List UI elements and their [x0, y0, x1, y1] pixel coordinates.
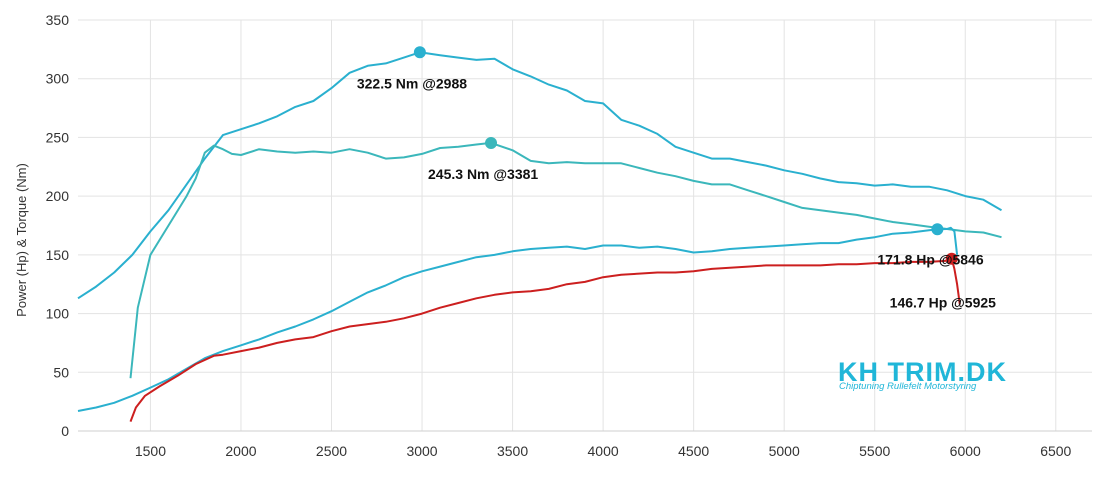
peak-marker [485, 136, 498, 149]
peak-marker [413, 46, 426, 59]
y-axis-label: Power (Hp) & Torque (Nm) [14, 163, 29, 317]
x-tick-label: 6000 [950, 443, 981, 459]
y-tick-label: 250 [46, 129, 70, 145]
x-tick-label: 6500 [1040, 443, 1071, 459]
series-line-power-tuned [77, 226, 959, 412]
x-tick-label: 3500 [497, 443, 528, 459]
peak-marker [945, 252, 958, 265]
peak-label: 146.7 Hp @5925 [890, 295, 996, 311]
series-line-torque-tuned [77, 51, 1003, 300]
peak-label: 245.3 Nm @3381 [428, 166, 538, 182]
logo-watermark: KH TRIM.DK Chiptuning Rullefelt Motorsty… [838, 357, 1007, 392]
x-tick-label: 2000 [225, 443, 256, 459]
peak-label: 322.5 Nm @2988 [357, 75, 467, 91]
y-tick-label: 0 [61, 423, 69, 439]
x-tick-label: 3000 [406, 443, 437, 459]
annotations: 322.5 Nm @2988 245.3 Nm @3381 171.8 Hp @58… [357, 75, 996, 310]
x-tick-label: 1500 [135, 443, 166, 459]
y-tick-label: 50 [53, 364, 69, 380]
series [77, 51, 1003, 422]
logo-tagline: Chiptuning Rullefelt Motorstyring [839, 381, 977, 392]
x-tick-label: 5000 [769, 443, 800, 459]
peak-label: 171.8 Hp @5846 [877, 251, 983, 267]
y-tick-label: 100 [46, 306, 70, 322]
axes: 0 50 100 150 200 250 300 350 1500 2000 2500 3000 350… [46, 12, 1092, 459]
y-tick-label: 150 [46, 247, 70, 263]
markers [413, 46, 958, 265]
y-tick-label: 350 [46, 12, 70, 28]
x-tick-label: 4000 [588, 443, 619, 459]
peak-marker [931, 223, 944, 236]
y-tick-label: 300 [46, 71, 70, 87]
series-line-torque-stock [129, 141, 1002, 379]
x-tick-label: 5500 [859, 443, 890, 459]
logo-text: KH TRIM.DK [838, 357, 1007, 387]
x-tick-label: 4500 [678, 443, 709, 459]
x-tick-label: 2500 [316, 443, 347, 459]
series-line-power-stock [129, 257, 961, 422]
y-tick-label: 200 [46, 188, 70, 204]
